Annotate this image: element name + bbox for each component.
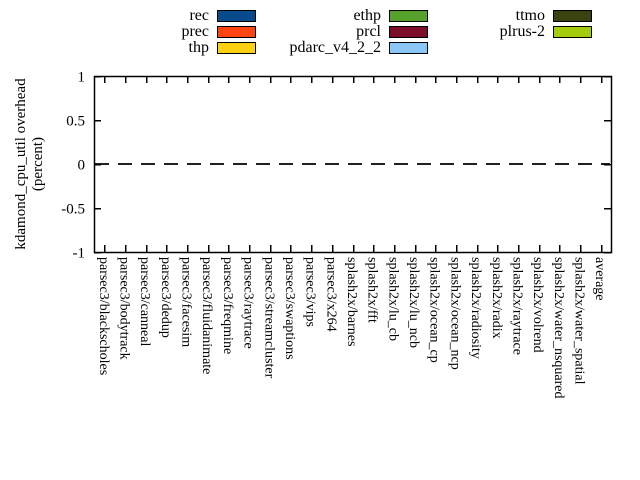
legend-swatch [217, 42, 256, 54]
x-tick-label: splash2x/raytrace [509, 257, 524, 355]
legend-label: plrus-2 [499, 23, 545, 40]
legend-item-thp: thp [181, 40, 256, 56]
legend-item-ethp: ethp [289, 8, 428, 24]
x-tick-label: average [592, 257, 607, 301]
legend-item-pdarc_v4_2_2: pdarc_v4_2_2 [289, 40, 428, 56]
legend-label: thp [188, 39, 209, 56]
x-tick-label: splash2x/lu_ncb [406, 257, 421, 348]
x-tick-label: splash2x/fft [365, 257, 380, 323]
x-tick-label: splash2x/water_spatial [571, 257, 586, 385]
x-tick-label: splash2x/barnes [344, 257, 359, 346]
x-tick-label: splash2x/water_nsquared [551, 257, 566, 399]
legend-item-rec: rec [181, 8, 256, 24]
legend-item-prec: prec [181, 24, 256, 40]
legend-swatch [217, 10, 256, 22]
x-tick-label: parsec3/canneal [137, 257, 152, 346]
legend-swatch [389, 42, 428, 54]
x-tick-label: parsec3/vips [303, 257, 318, 327]
legend-item-ttmo: ttmo [500, 8, 592, 24]
x-tick-label: splash2x/ocean_cp [427, 257, 442, 363]
legend-label: ttmo [515, 7, 545, 24]
x-tick-label: splash2x/lu_cb [385, 257, 400, 341]
legend-swatch [553, 10, 592, 22]
x-tick-label: parsec3/freqmine [220, 257, 235, 354]
x-tick-label: parsec3/raytrace [241, 257, 256, 349]
x-tick-label: parsec3/swaptions [282, 257, 297, 360]
legend-label: pdarc_v4_2_2 [289, 39, 381, 56]
y-tick-label: 1 [78, 70, 86, 86]
x-tick-label: parsec3/streamcluster [261, 257, 276, 379]
y-tick-label: -0.5 [61, 202, 85, 218]
y-axis-label-line1: kdamond_cpu_util overhead [13, 78, 29, 250]
x-tick-label: splash2x/radiosity [468, 257, 483, 359]
legend-label: rec [189, 7, 209, 24]
x-tick-label: splash2x/radix [489, 257, 504, 339]
legend-swatch [217, 26, 256, 38]
legend-item-prcl: prcl [289, 24, 428, 40]
y-axis-label: kdamond_cpu_util overhead (percent) [13, 78, 47, 249]
legend-label: prec [181, 23, 209, 40]
legend-label: ethp [353, 7, 381, 24]
x-tick-label: splash2x/ocean_ncp [447, 257, 462, 370]
legend-swatch [389, 10, 428, 22]
legend-swatch [553, 26, 592, 38]
legend-swatch [389, 26, 428, 38]
x-tick-label: parsec3/dedup [158, 257, 173, 338]
y-tick-label: -1 [73, 246, 86, 262]
legend-column: rec prec thp [181, 8, 256, 56]
legend-column: ttmo plrus-2 [500, 8, 592, 40]
legend-column: ethp prcl pdarc_v4_2_2 [289, 8, 428, 56]
x-tick-label: parsec3/fluidanimate [199, 257, 214, 374]
x-tick-label: parsec3/blackscholes [96, 257, 111, 375]
x-tick-label: parsec3/x264 [323, 257, 338, 332]
y-tick-label: 0 [78, 158, 86, 174]
x-tick-label: parsec3/bodytrack [117, 257, 132, 360]
x-tick-label: parsec3/facesim [179, 257, 194, 347]
legend-label: prcl [356, 23, 381, 40]
x-tick-label: splash2x/volrend [530, 257, 545, 353]
legend-item-plrus-2: plrus-2 [500, 24, 592, 40]
y-tick-label: 0.5 [66, 114, 85, 130]
y-axis-label-line2: (percent) [30, 136, 46, 192]
